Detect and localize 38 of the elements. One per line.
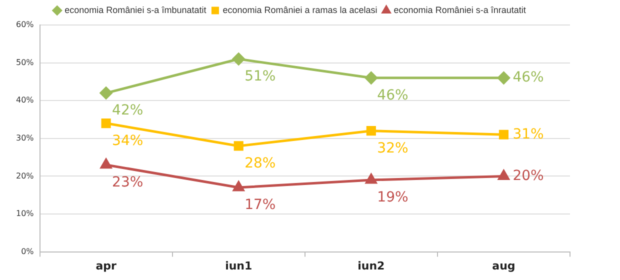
y-tick-label: 20% bbox=[16, 171, 34, 180]
point bbox=[101, 118, 111, 128]
legend-label: economia României s-a îmbunatatit bbox=[64, 4, 207, 15]
y-tick-label: 60% bbox=[16, 20, 34, 30]
y-tick-label: 10% bbox=[16, 209, 34, 218]
data-label: 28% bbox=[244, 156, 276, 172]
x-tick-label: aug bbox=[492, 259, 516, 272]
point bbox=[497, 72, 510, 84]
data-label: 17% bbox=[244, 197, 276, 214]
data-label: 32% bbox=[377, 140, 408, 156]
y-tick-label: 30% bbox=[16, 133, 34, 142]
x-tick-label: iun2 bbox=[358, 259, 385, 272]
data-label: 51% bbox=[244, 68, 276, 85]
point bbox=[366, 126, 376, 136]
point bbox=[498, 130, 509, 140]
point bbox=[100, 86, 112, 100]
point bbox=[232, 52, 245, 66]
data-label: 46% bbox=[377, 88, 408, 104]
y-tick-label: 50% bbox=[16, 58, 34, 67]
data-label: 23% bbox=[112, 174, 144, 190]
data-label: 34% bbox=[112, 132, 144, 149]
data-label: 19% bbox=[377, 190, 408, 206]
legend-label: economia României s-a înrautatit bbox=[394, 4, 526, 15]
point bbox=[234, 141, 244, 151]
data-label: 46% bbox=[512, 70, 544, 86]
legend-label: economia României a ramas la acelasi bbox=[222, 4, 378, 15]
data-label: 31% bbox=[512, 126, 544, 142]
y-tick-label: 0% bbox=[21, 246, 34, 256]
x-tick-label: apr bbox=[96, 259, 117, 272]
y-tick-label: 40% bbox=[16, 96, 34, 105]
data-label: 42% bbox=[112, 102, 144, 119]
point bbox=[100, 158, 112, 169]
point bbox=[233, 181, 244, 192]
point bbox=[366, 174, 377, 184]
point bbox=[498, 170, 510, 180]
data-label: 20% bbox=[512, 168, 544, 184]
point bbox=[364, 72, 378, 84]
x-tick-label: iun1 bbox=[225, 259, 252, 272]
